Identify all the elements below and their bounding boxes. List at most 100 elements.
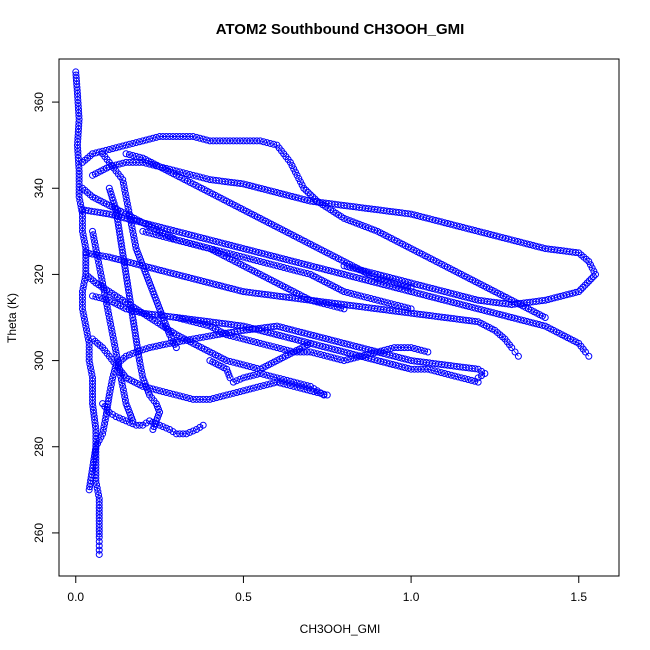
data-point xyxy=(249,384,257,392)
data-point xyxy=(106,388,114,396)
data-point xyxy=(162,424,170,432)
data-point xyxy=(327,301,335,309)
data-point xyxy=(340,288,348,296)
data-point xyxy=(109,197,117,205)
data-point xyxy=(152,342,160,350)
data-point xyxy=(123,200,131,208)
data-point xyxy=(253,338,261,346)
data-point xyxy=(397,344,405,352)
data-point xyxy=(176,133,184,141)
data-point xyxy=(182,316,190,324)
data-point xyxy=(243,336,251,344)
data-point xyxy=(116,369,124,377)
y-tick-label: 360 xyxy=(32,92,46,112)
x-axis: 0.0 0.5 1.0 1.5 xyxy=(67,575,587,604)
data-point xyxy=(203,244,211,252)
data-point xyxy=(353,291,361,299)
data-point xyxy=(105,310,113,318)
data-point xyxy=(361,223,369,231)
data-point xyxy=(330,302,338,310)
data-point xyxy=(122,158,130,166)
data-point xyxy=(203,321,211,329)
data-point xyxy=(179,393,187,401)
data-point xyxy=(400,303,408,311)
data-point xyxy=(266,260,274,268)
data-point xyxy=(213,394,221,402)
data-point xyxy=(106,187,114,195)
data-point xyxy=(323,352,331,360)
data-point xyxy=(78,220,86,228)
data-point xyxy=(137,363,145,371)
data-point xyxy=(223,391,231,399)
data-point xyxy=(276,375,284,383)
data-point xyxy=(92,149,100,157)
data-point xyxy=(186,394,194,402)
data-point xyxy=(196,242,204,250)
data-point xyxy=(159,423,167,431)
data-point xyxy=(101,419,109,427)
data-point xyxy=(107,381,115,389)
data-point xyxy=(387,300,395,308)
data-point xyxy=(457,374,465,382)
data-series xyxy=(122,150,415,291)
data-point xyxy=(333,303,341,311)
data-point xyxy=(89,150,97,158)
data-point xyxy=(249,256,257,264)
data-point xyxy=(364,224,372,232)
data-point xyxy=(179,133,187,141)
data-point xyxy=(129,417,137,425)
data-point xyxy=(353,353,361,361)
data-point xyxy=(81,319,89,327)
data-point xyxy=(266,380,274,388)
data-point xyxy=(176,430,184,438)
data-series xyxy=(139,227,415,313)
data-point xyxy=(186,239,194,247)
data-point xyxy=(76,196,84,204)
data-point xyxy=(89,406,97,414)
data-point xyxy=(91,419,99,427)
data-point xyxy=(421,347,429,355)
data-point xyxy=(182,394,190,402)
data-point xyxy=(229,389,237,397)
data-series xyxy=(99,150,180,352)
data-point xyxy=(236,334,244,342)
data-point xyxy=(100,286,108,294)
data-point xyxy=(101,293,109,301)
data-point xyxy=(119,176,127,184)
data-point xyxy=(93,248,101,256)
data-point xyxy=(229,332,237,340)
data-point xyxy=(467,376,475,384)
data-point xyxy=(370,349,378,357)
data-point xyxy=(112,413,120,421)
data-point xyxy=(276,345,284,353)
data-point xyxy=(81,241,89,249)
data-point xyxy=(246,385,254,393)
data-point xyxy=(87,363,95,371)
data-point xyxy=(117,376,125,384)
data-point xyxy=(304,189,312,197)
data-point xyxy=(146,229,154,237)
data-point xyxy=(75,190,83,198)
data-point xyxy=(511,348,519,356)
data-point xyxy=(142,228,150,236)
data-point xyxy=(130,234,138,242)
data-point xyxy=(364,294,372,302)
x-tick-label: 0.0 xyxy=(67,590,84,604)
data-point xyxy=(223,357,231,365)
data-point xyxy=(136,360,144,368)
data-point xyxy=(273,262,281,270)
data-point xyxy=(119,415,127,423)
data-point xyxy=(109,374,117,382)
data-point xyxy=(233,333,241,341)
data-point xyxy=(270,343,278,351)
data-point xyxy=(253,383,261,391)
data-point xyxy=(112,348,120,356)
data-point xyxy=(203,333,211,341)
data-point xyxy=(103,300,111,308)
data-point xyxy=(97,272,105,280)
data-point xyxy=(263,381,271,389)
data-point xyxy=(253,257,261,265)
data-point xyxy=(108,377,116,385)
data-point xyxy=(75,193,83,201)
data-point xyxy=(474,378,482,386)
